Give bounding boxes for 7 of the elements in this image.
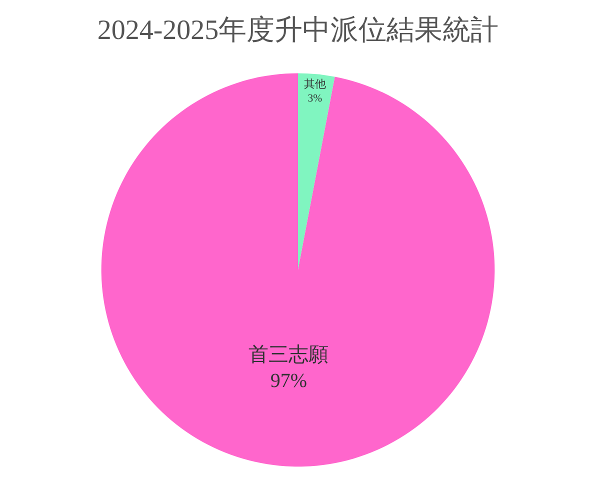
slice-label: 其他 (304, 78, 326, 91)
data-label: 3% (308, 92, 322, 105)
pie-slice (101, 73, 494, 467)
data-label: 97% (270, 370, 308, 392)
chart-title: 2024-2025年度升中派位結果統計 (97, 14, 499, 46)
pie-slice (298, 73, 335, 270)
slice-label: 首三志願 (248, 344, 329, 366)
